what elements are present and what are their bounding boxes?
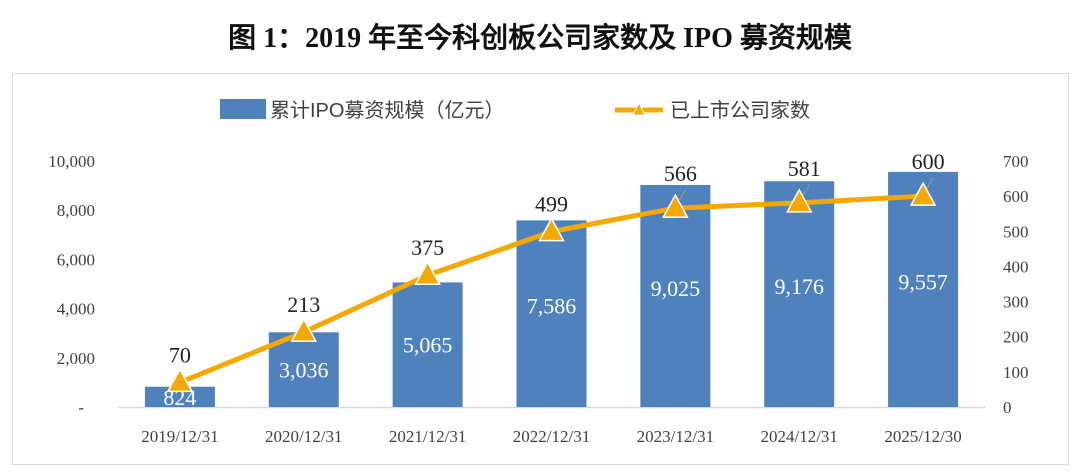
line-point-marker [538, 217, 565, 242]
x-axis-tick: 2025/12/30 [884, 427, 961, 446]
left-axis-tick: 4,000 [57, 300, 95, 319]
bar-value-label: 3,036 [279, 358, 329, 383]
bar-value-label: 9,176 [774, 274, 824, 299]
left-axis-tick: 6,000 [57, 250, 95, 269]
left-axis-tick: 2,000 [57, 349, 95, 368]
left-axis-tick: - [78, 398, 84, 417]
bar [268, 332, 339, 407]
legend-line-label: 已上市公司家数 [670, 99, 810, 122]
line-point-marker [290, 317, 318, 342]
chart-title: 图 1：2019 年至今科创板公司家数及 IPO 募资规模 [228, 23, 852, 54]
x-axis-tick: 2022/12/31 [513, 427, 590, 446]
chart-frame [12, 73, 1069, 465]
line-point-marker [785, 188, 813, 213]
legend-bar-swatch [220, 99, 266, 119]
bar [640, 184, 711, 407]
bar [764, 181, 835, 407]
bar [144, 386, 215, 407]
bar-value-label: 7,586 [527, 294, 577, 319]
bar [392, 282, 463, 407]
bar [516, 220, 587, 407]
right-axis-tick: 300 [1003, 293, 1029, 312]
line-value-label: 581 [788, 156, 821, 181]
right-axis-tick: 500 [1003, 222, 1029, 241]
x-axis-tick: 2019/12/31 [141, 427, 218, 446]
right-axis-tick: 200 [1003, 328, 1029, 347]
x-axis-tick: 2023/12/31 [637, 427, 714, 446]
label-leader-line [678, 189, 686, 201]
right-axis-tick: 600 [1003, 187, 1029, 206]
x-axis-tick: 2021/12/31 [389, 427, 466, 446]
line-point-marker [662, 193, 689, 218]
right-axis-tick: 700 [1003, 152, 1029, 171]
bar-value-label: 9,557 [898, 269, 948, 294]
bar-value-label: 5,065 [403, 333, 453, 358]
bar-value-label: 9,025 [651, 276, 701, 301]
legend-triangle-icon [632, 101, 646, 116]
line-value-label: 70 [169, 342, 191, 367]
line-point-marker [414, 260, 441, 285]
line-point-marker [166, 367, 194, 393]
x-axis-tick: 2024/12/31 [760, 427, 837, 446]
line-value-label: 499 [535, 192, 568, 217]
line-point-marker [909, 181, 937, 206]
right-axis-tick: 100 [1003, 363, 1029, 382]
line-value-label: 566 [664, 161, 697, 186]
label-leader-line [802, 184, 810, 196]
x-axis-tick: 2020/12/31 [265, 427, 342, 446]
right-axis-tick: 400 [1003, 257, 1029, 276]
line-value-label: 213 [287, 292, 320, 317]
line-value-label: 600 [912, 149, 945, 174]
legend-bar-label: 累计IPO募资规模（亿元） [270, 99, 504, 122]
line-value-label: 375 [411, 235, 444, 260]
left-axis-tick: 8,000 [57, 201, 95, 220]
bar [888, 171, 959, 407]
right-axis-tick: 0 [1003, 398, 1012, 417]
left-axis-tick: 10,000 [48, 152, 95, 171]
label-leader-line [926, 177, 934, 189]
